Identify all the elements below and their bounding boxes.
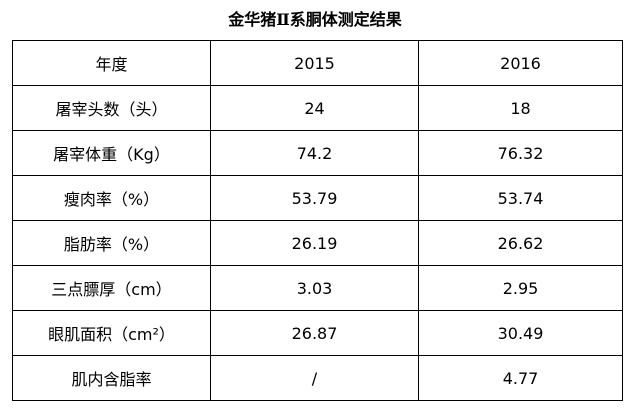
- table-cell: 4.77: [418, 355, 623, 401]
- table-cell: 26.19: [210, 220, 419, 266]
- table-cell: 53.74: [418, 175, 623, 221]
- table-title: 金华猪Ⅱ系胴体测定结果: [228, 10, 402, 29]
- table-row: 屠宰头数（头） 24 18: [12, 85, 623, 131]
- table-cell: 26.87: [210, 310, 419, 356]
- table-cell: 脂肪率（%）: [12, 220, 211, 266]
- data-table: 年度 2015 2016 屠宰头数（头） 24 18 屠宰体重（Kg） 74.2 76.32 瘦肉…: [12, 40, 623, 401]
- table-cell: 76.32: [418, 130, 623, 176]
- header-cell: 2015: [210, 40, 419, 86]
- table-cell: 53.79: [210, 175, 419, 221]
- table-cell: 屠宰体重（Kg）: [12, 130, 211, 176]
- table-cell: 屠宰头数（头）: [12, 85, 211, 131]
- table-cell: 三点膘厚（cm）: [12, 265, 211, 311]
- header-cell: 年度: [12, 40, 211, 86]
- table-row: 瘦肉率（%） 53.79 53.74: [12, 175, 623, 221]
- table-row: 脂肪率（%） 26.19 26.62: [12, 220, 623, 266]
- table-row: 三点膘厚（cm） 3.03 2.95: [12, 265, 623, 311]
- table-cell: 24: [210, 85, 419, 131]
- table-cell: 30.49: [418, 310, 623, 356]
- table-cell: 2.95: [418, 265, 623, 311]
- table-cell: 26.62: [418, 220, 623, 266]
- table-cell: /: [210, 355, 419, 401]
- table-cell: 瘦肉率（%）: [12, 175, 211, 221]
- table-cell: 肌内含脂率: [12, 355, 211, 401]
- table-row: 屠宰体重（Kg） 74.2 76.32: [12, 130, 623, 176]
- header-row: 年度 2015 2016: [12, 40, 623, 86]
- header-cell: 2016: [418, 40, 623, 86]
- table-row: 肌内含脂率/4.77: [12, 355, 623, 401]
- table-cell: 3.03: [210, 265, 419, 311]
- table-row: 眼肌面积（cm²） 26.87 30.49: [12, 310, 623, 356]
- table-cell: 眼肌面积（cm²）: [12, 310, 211, 356]
- table-cell: 18: [418, 85, 623, 131]
- table-cell: 74.2: [210, 130, 419, 176]
